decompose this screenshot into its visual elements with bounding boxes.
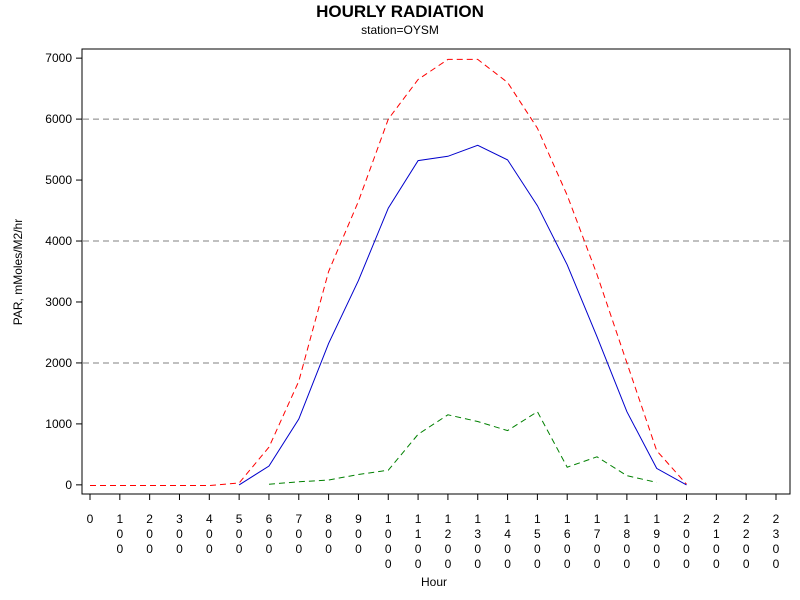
- y-axis-label: PAR, mMoles/M2/hr: [11, 219, 25, 325]
- x-axis-label: Hour: [421, 575, 447, 589]
- y-tick-label: 2000: [45, 356, 72, 370]
- x-axis: 0 1 0 0 2 0 0 3 0 0 4 0 0 5 0 0 6 0 0 7 0 0 8 0 0 9 0 0 1 0 0 0 1 1 0 0 1 2 0 0…: [87, 494, 780, 571]
- y-tick-label: 5000: [45, 173, 72, 187]
- series-line-3: [268, 410, 657, 485]
- y-tick-label: 6000: [45, 112, 72, 126]
- y-tick-label: 3000: [45, 295, 72, 309]
- chart-title: HOURLY RADIATION: [316, 2, 484, 21]
- y-tick-label: 0: [65, 478, 72, 492]
- plot-frame: [81, 48, 791, 495]
- y-tick-label: 4000: [45, 234, 72, 248]
- y-tick-label: 1000: [45, 417, 72, 431]
- x-tick-label: 0: [87, 512, 94, 526]
- series-layer: [90, 58, 687, 486]
- y-tick-label: 7000: [45, 51, 72, 65]
- chart-subtitle: station=OYSM: [361, 23, 439, 37]
- y-axis: 0 1000 2000 3000 4000 5000 6000 7000: [45, 51, 82, 492]
- series-line-2: [238, 144, 687, 486]
- series-line-1: [90, 58, 687, 486]
- reference-lines: [83, 118, 789, 364]
